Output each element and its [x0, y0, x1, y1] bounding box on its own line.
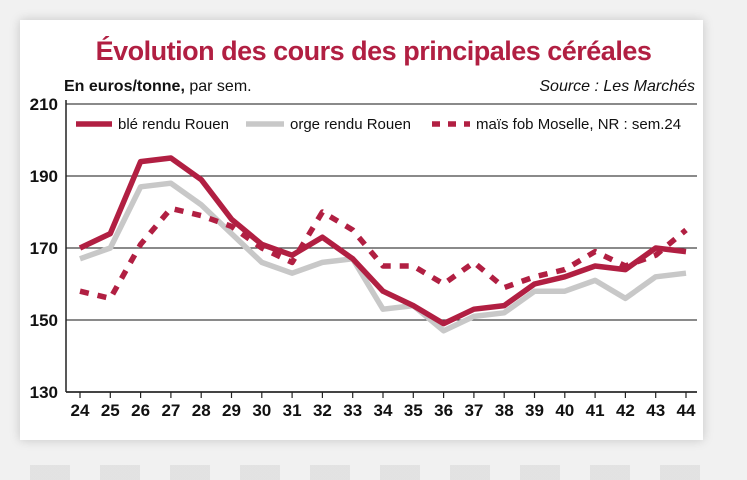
- y-tick-label: 170: [30, 239, 58, 258]
- x-tick-label: 33: [343, 401, 362, 420]
- source-label: Source : Les Marchés: [539, 78, 695, 95]
- y-tick-label: 210: [30, 95, 58, 114]
- legend-label-2: maïs fob Moselle, NR : sem.24: [476, 116, 681, 133]
- legend-label-1: orge rendu Rouen: [290, 116, 411, 133]
- x-tick-label: 34: [374, 401, 393, 420]
- x-tick-label: 40: [555, 401, 574, 420]
- y-unit-bold: En euros/tonne,: [64, 78, 185, 95]
- x-tick-label: 39: [525, 401, 544, 420]
- x-tick-label: 27: [161, 401, 180, 420]
- x-tick-label: 24: [71, 401, 90, 420]
- x-tick-label: 42: [616, 401, 635, 420]
- y-tick-label: 150: [30, 311, 58, 330]
- x-tick-label: 25: [101, 401, 120, 420]
- page-edge-decoration: [30, 465, 720, 480]
- x-tick-label: 41: [586, 401, 605, 420]
- x-tick-label: 31: [283, 401, 302, 420]
- x-tick-label: 43: [646, 401, 665, 420]
- series-line-2: [79, 205, 688, 302]
- x-tick-label: 37: [464, 401, 483, 420]
- series-line-0: [78, 155, 687, 327]
- y-unit-rest: par sem.: [184, 78, 252, 95]
- y-tick-label: 190: [30, 167, 58, 186]
- chart-card: [20, 20, 703, 440]
- x-tick-label: 44: [677, 401, 696, 420]
- x-tick-label: 29: [222, 401, 241, 420]
- legend-label-0: blé rendu Rouen: [118, 116, 229, 133]
- x-tick-label: 28: [192, 401, 211, 420]
- y-tick-label: 130: [30, 383, 58, 402]
- x-tick-label: 36: [434, 401, 453, 420]
- x-tick-label: 32: [313, 401, 332, 420]
- x-tick-label: 38: [495, 401, 514, 420]
- x-tick-label: 26: [131, 401, 150, 420]
- x-tick-label: 30: [252, 401, 271, 420]
- series-line-1: [79, 180, 687, 334]
- x-tick-label: 35: [404, 401, 423, 420]
- chart-title: Évolution des cours des principales céré…: [95, 36, 652, 66]
- y-unit-label: En euros/tonne, par sem.: [64, 78, 252, 96]
